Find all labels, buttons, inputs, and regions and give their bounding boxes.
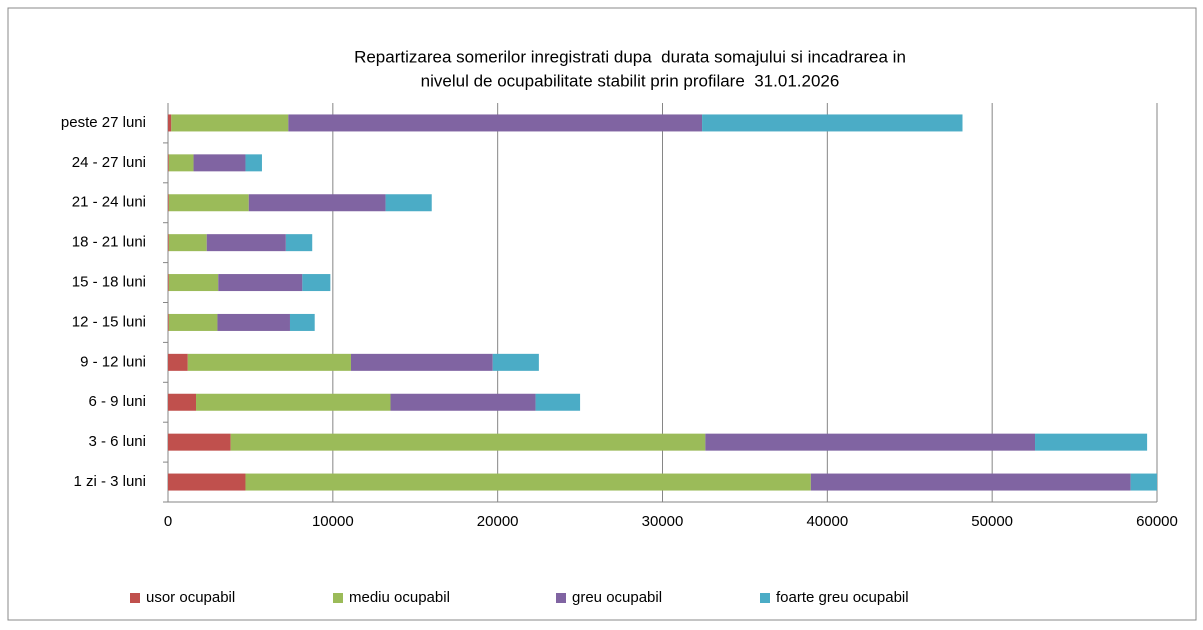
bar-segment [168,114,172,132]
chart-title: nivelul de ocupabilitate stabilit prin p… [421,71,840,90]
bar-segment [171,114,289,132]
bar-segment [288,114,703,132]
bar-segment [390,393,536,411]
bar-segment [168,473,246,491]
y-tick-label: 6 - 9 luni [88,393,146,410]
y-tick-label: peste 27 luni [61,114,146,131]
bar-segment [168,234,169,252]
legend-label: foarte greu ocupabil [776,589,909,606]
y-tick-label: 12 - 15 luni [72,313,146,330]
bar-segment [168,313,218,331]
bar-segment [810,473,1131,491]
bar-segment [218,274,303,292]
bar-segment [248,194,386,212]
chart-title: Repartizarea somerilor inregistrati dupa… [354,47,906,66]
bars [168,114,1157,491]
bar-segment [168,274,219,292]
bar-segment [168,274,169,292]
bar-segment [168,313,169,331]
bar-segment [168,393,197,411]
x-tick-label: 40000 [806,513,848,530]
legend-swatch [760,593,770,603]
legend-label: usor ocupabil [146,589,235,606]
bar-segment [168,234,207,252]
bar-segment [1130,473,1157,491]
bar-segment [289,313,315,331]
legend-swatch [130,593,140,603]
x-tick-label: 20000 [477,513,519,530]
bar-segment [535,393,581,411]
legend-swatch [333,593,343,603]
bar-segment [206,234,286,252]
legend-label: greu ocupabil [572,589,662,606]
y-tick-label: 18 - 21 luni [72,234,146,251]
bar-segment [168,154,169,172]
bar-segment [217,313,290,331]
bar-segment [350,353,493,371]
bar-segment [702,114,963,132]
y-tick-label: 21 - 24 luni [72,194,146,211]
x-tick-label: 0 [164,513,172,530]
y-tick-label: 1 zi - 3 luni [73,473,146,490]
bar-segment [168,353,188,371]
bar-segment [168,194,249,212]
bar-segment [1035,433,1148,451]
y-tick-label: 24 - 27 luni [72,154,146,171]
bar-segment [230,433,706,451]
x-tick-label: 30000 [642,513,684,530]
x-tick-label: 60000 [1136,513,1178,530]
bar-segment [168,433,231,451]
legend-label: mediu ocupabil [349,589,450,606]
bar-segment [168,154,194,172]
y-tick-label: 15 - 18 luni [72,274,146,291]
bar-segment [302,274,331,292]
x-tick-label: 50000 [971,513,1013,530]
bar-segment [245,154,262,172]
x-tick-label: 10000 [312,513,354,530]
bar-segment [196,393,391,411]
bar-segment [245,473,811,491]
y-tick-label: 3 - 6 luni [88,433,146,450]
bar-segment [285,234,313,252]
bar-segment [705,433,1036,451]
bar-segment [168,194,169,212]
bar-segment [492,353,539,371]
y-tick-label: 9 - 12 luni [80,353,146,370]
bar-segment [385,194,432,212]
bar-segment [187,353,351,371]
bar-segment [193,154,246,172]
legend-swatch [556,593,566,603]
